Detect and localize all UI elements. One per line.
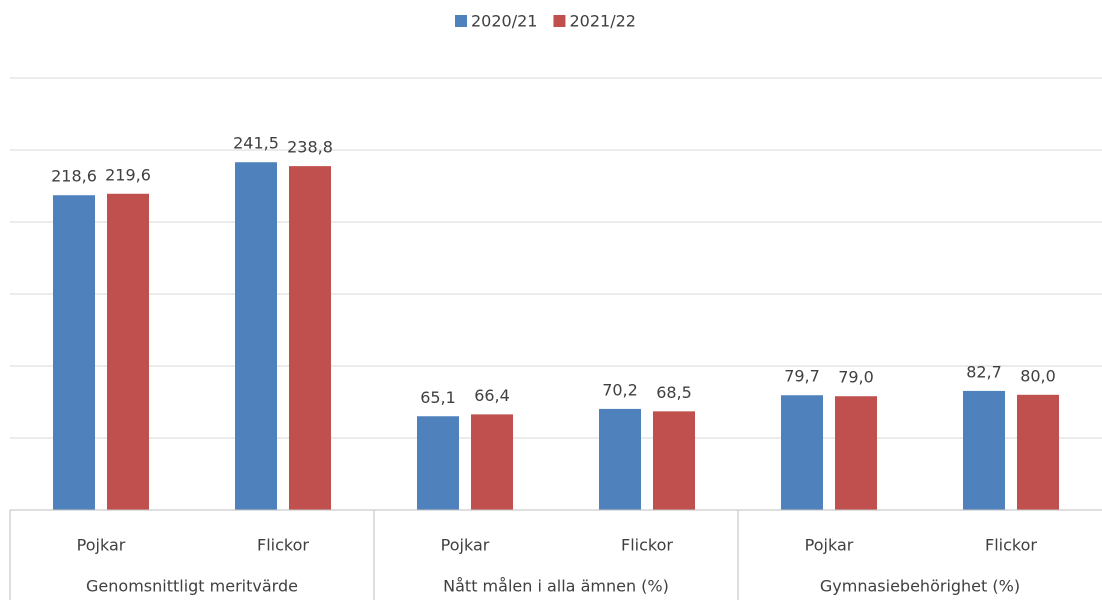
group-label: Nått målen i alla ämnen (%) xyxy=(443,577,669,596)
data-label: 68,5 xyxy=(656,383,692,402)
data-label: 238,8 xyxy=(287,138,333,157)
bar xyxy=(599,408,641,510)
data-label: 70,2 xyxy=(602,380,638,399)
bar xyxy=(471,414,513,510)
legend-swatch xyxy=(553,15,566,27)
bar xyxy=(235,162,277,511)
legend-label: 2021/22 xyxy=(569,12,635,31)
data-label: 79,7 xyxy=(784,367,820,386)
data-label: 79,0 xyxy=(838,368,874,387)
bar xyxy=(289,166,331,511)
x-tick-label: Flickor xyxy=(985,536,1037,555)
x-tick-label: Flickor xyxy=(257,536,309,555)
bar xyxy=(835,396,877,510)
x-tick-label: Pojkar xyxy=(805,536,854,555)
group-label: Gymnasiebehörighet (%) xyxy=(820,577,1020,596)
bar xyxy=(653,411,695,510)
data-label: 82,7 xyxy=(966,362,1002,381)
x-tick-label: Pojkar xyxy=(77,536,126,555)
data-label: 219,6 xyxy=(105,165,151,184)
bar xyxy=(1017,394,1059,510)
data-label: 65,1 xyxy=(420,388,456,407)
group-label: Genomsnittligt meritvärde xyxy=(86,577,298,596)
x-tick-label: Flickor xyxy=(621,536,673,555)
bar xyxy=(417,416,459,510)
bar xyxy=(53,195,95,510)
bar xyxy=(107,193,149,510)
data-label: 241,5 xyxy=(233,134,279,153)
legend-label: 2020/21 xyxy=(471,12,537,31)
legend-swatch xyxy=(455,15,467,27)
data-label: 80,0 xyxy=(1020,366,1056,385)
bar xyxy=(963,390,1005,510)
data-label: 218,6 xyxy=(51,167,97,186)
bar xyxy=(781,395,823,510)
x-tick-label: Pojkar xyxy=(441,536,490,555)
data-label: 66,4 xyxy=(474,386,510,405)
